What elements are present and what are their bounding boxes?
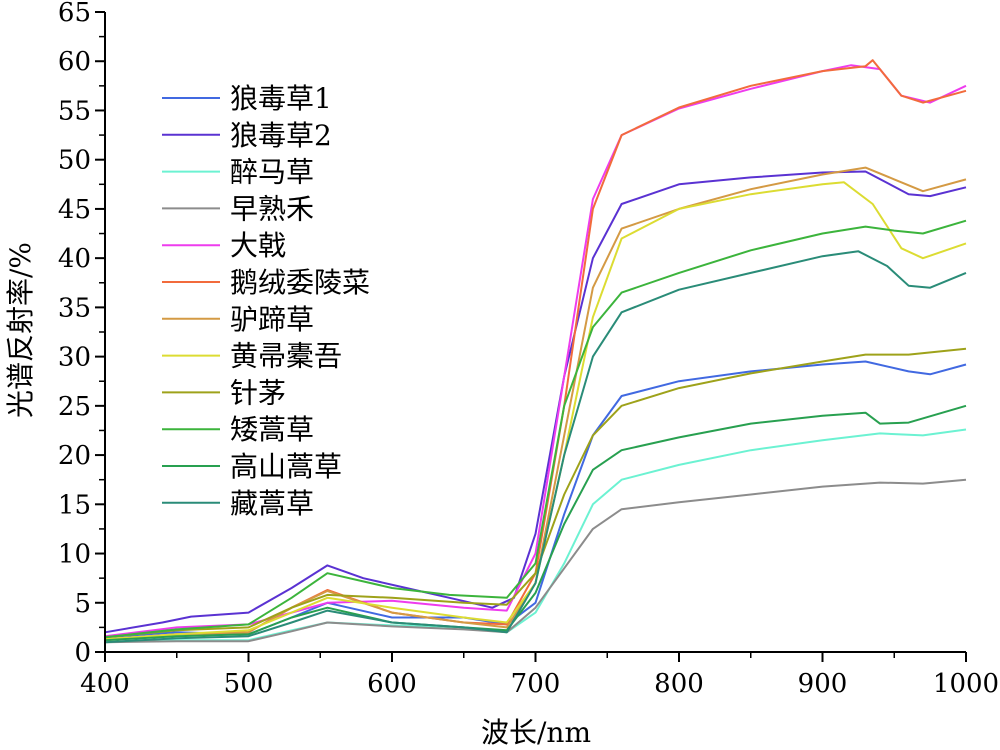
y-tick-label: 45 [58,195,91,225]
x-tick-label: 1000 [933,669,999,699]
y-tick-label: 35 [58,293,91,323]
legend-label-9: 针茅 [230,376,286,409]
y-tick-label: 25 [58,392,91,422]
legend-label-1: 狼毒草1 [230,82,332,115]
y-tick-label: 65 [58,0,91,28]
x-tick-label: 700 [511,669,561,699]
series-line-11 [104,404,967,642]
y-tick-label: 50 [58,146,91,176]
y-axis-title: 光谱反射率/% [4,242,37,418]
legend-label-10: 矮蒿草 [230,413,314,446]
y-tick-label: 15 [58,490,91,520]
y-tick-label: 10 [58,540,91,570]
series-layer [104,59,967,644]
legend-label-11: 高山蒿草 [230,450,342,483]
series-line-8 [104,181,967,641]
series-line-9 [104,347,967,639]
legend-label-8: 黄帚橐吾 [230,340,342,373]
x-tick-label: 500 [224,669,274,699]
series-line-4 [104,478,967,644]
series-line-10 [104,219,967,639]
legend-label-7: 驴蹄草 [230,303,314,336]
legend-label-12: 藏蒿草 [230,487,314,520]
y-tick-label: 40 [58,244,91,274]
y-tick-label: 5 [74,589,91,619]
x-tick-label: 900 [798,669,848,699]
legend-label-4: 早熟禾 [230,192,314,225]
y-tick-label: 55 [58,96,91,126]
legend-label-6: 鹅绒委陵菜 [230,266,370,299]
y-tick-label: 60 [58,47,91,77]
legend-label-2: 狼毒草2 [230,119,332,152]
legend-label-3: 醉马草 [230,156,314,189]
x-axis-title: 波长/nm [481,716,591,749]
y-tick-label: 30 [58,343,91,373]
x-tick-label: 600 [367,669,417,699]
y-tick-label: 20 [58,441,91,471]
x-tick-label: 400 [80,669,130,699]
y-tick-label: 0 [74,638,91,668]
axes-layer: 400 500 600 700 800 900 1000 0 5 10 15 20 25 30 35 40 45… [58,0,999,699]
x-tick-label: 800 [654,669,704,699]
legend-label-5: 大戟 [230,229,286,262]
series-line-12 [104,250,967,644]
